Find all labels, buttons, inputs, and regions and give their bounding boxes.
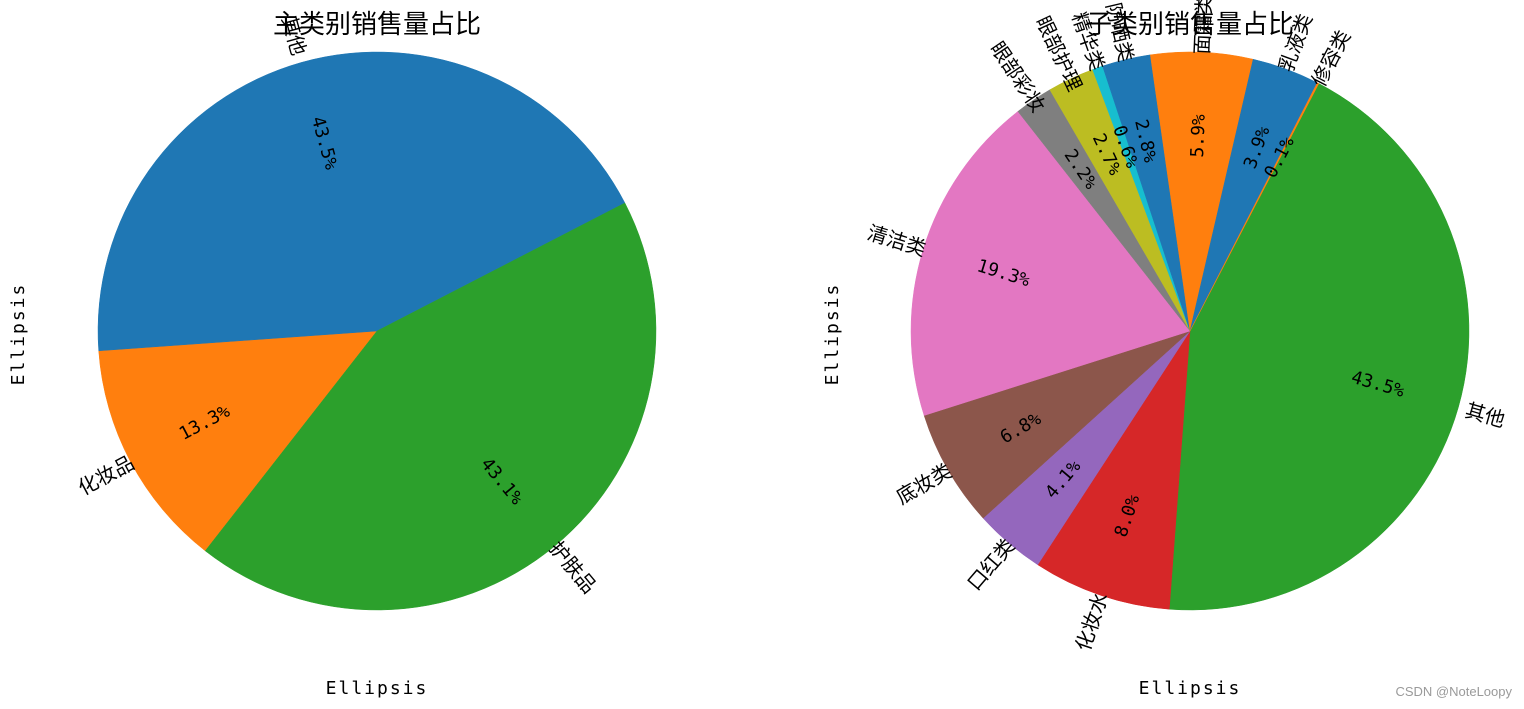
watermark: CSDN @NoteLoopy — [1395, 684, 1512, 699]
x-axis-label: Ellipsis — [326, 678, 429, 699]
pie-slices — [97, 51, 657, 611]
pie-slice-其他 — [97, 51, 626, 352]
pie-chart-1: 主类别销售量占比EllipsisEllipsis化妆品13.3%其他43.5%护… — [8, 10, 657, 699]
chart-title: 子类别销售量占比 — [1086, 10, 1294, 40]
pie-slice-其他 — [1169, 83, 1470, 611]
x-axis-label: Ellipsis — [1139, 678, 1242, 699]
slice-percent-label: 5.9% — [1187, 114, 1210, 158]
y-axis-label: Ellipsis — [8, 283, 29, 386]
pie-slice-修容类 — [1189, 82, 1320, 332]
slice-label: 其他 — [1463, 398, 1508, 432]
pie-slice-护肤品 — [204, 202, 657, 611]
pie-slice-清洁类 — [910, 111, 1191, 416]
y-axis-label: Ellipsis — [822, 283, 843, 386]
slice-label: 眼部彩妆 — [985, 37, 1050, 117]
slice-label: 口红类 — [962, 534, 1019, 595]
slice-label: 化妆品 — [74, 451, 138, 500]
pie-slice-化妆水 — [1037, 330, 1191, 610]
chart-title: 主类别销售量占比 — [273, 10, 481, 40]
pie-slice-化妆品 — [98, 330, 378, 552]
slice-label: 修容类 — [1306, 26, 1355, 90]
pie-slices — [910, 51, 1470, 611]
pie-slice-底妆类 — [923, 330, 1191, 519]
slice-label: 底妆类 — [892, 459, 956, 510]
pie-chart-2: 子类别销售量占比EllipsisEllipsis其他43.5%化妆水8.0%口红… — [822, 0, 1508, 699]
slice-label: 清洁类 — [864, 220, 928, 261]
slice-label: 护肤品 — [545, 537, 602, 598]
slice-label: 面霜类 — [1190, 0, 1217, 55]
slice-label: 化妆水 — [1071, 589, 1113, 654]
